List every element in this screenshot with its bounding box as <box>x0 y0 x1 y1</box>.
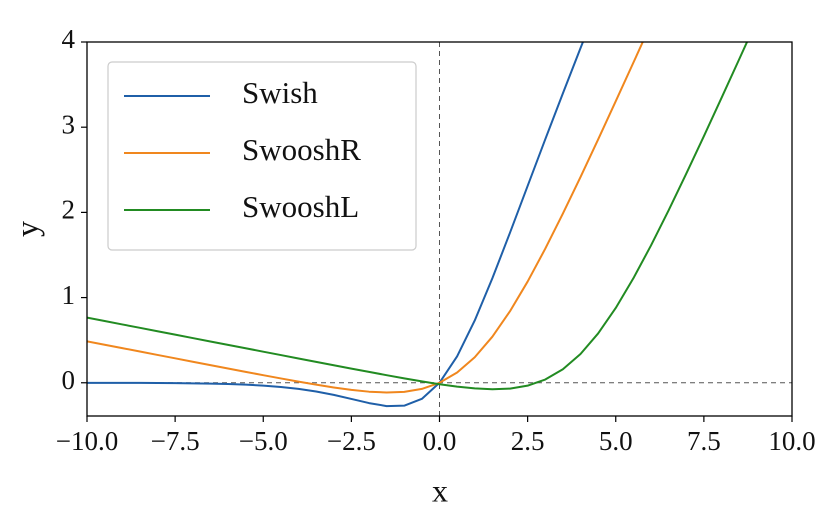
y-tick-label: 2 <box>62 195 76 225</box>
x-axis-label: x <box>432 472 448 508</box>
series-line <box>87 42 585 408</box>
series-line <box>87 42 644 394</box>
x-tick-label: 2.5 <box>511 426 545 456</box>
y-axis-label: y <box>8 221 44 237</box>
legend-label: Swish <box>242 75 318 110</box>
x-tick-label: −2.5 <box>327 426 376 456</box>
x-tick-label: 7.5 <box>687 426 721 456</box>
legend-box <box>107 61 417 251</box>
x-tick-label: 0.0 <box>423 426 457 456</box>
y-tick-label: 0 <box>62 365 76 395</box>
y-tick-label: 1 <box>62 280 76 310</box>
plot-area <box>87 42 749 408</box>
y-tick-label: 3 <box>62 109 76 139</box>
y-tick-label: 4 <box>62 24 76 54</box>
x-tick-label: −7.5 <box>151 426 200 456</box>
plot-frame <box>86 41 793 417</box>
x-tick-label: −10.0 <box>56 426 118 456</box>
x-tick-label: 10.0 <box>768 426 815 456</box>
x-tick-label: −5.0 <box>239 426 288 456</box>
x-tick-label: 5.0 <box>599 426 633 456</box>
legend-label: SwooshR <box>242 132 361 167</box>
legend-label: SwooshL <box>242 189 359 224</box>
series-line <box>87 42 749 391</box>
